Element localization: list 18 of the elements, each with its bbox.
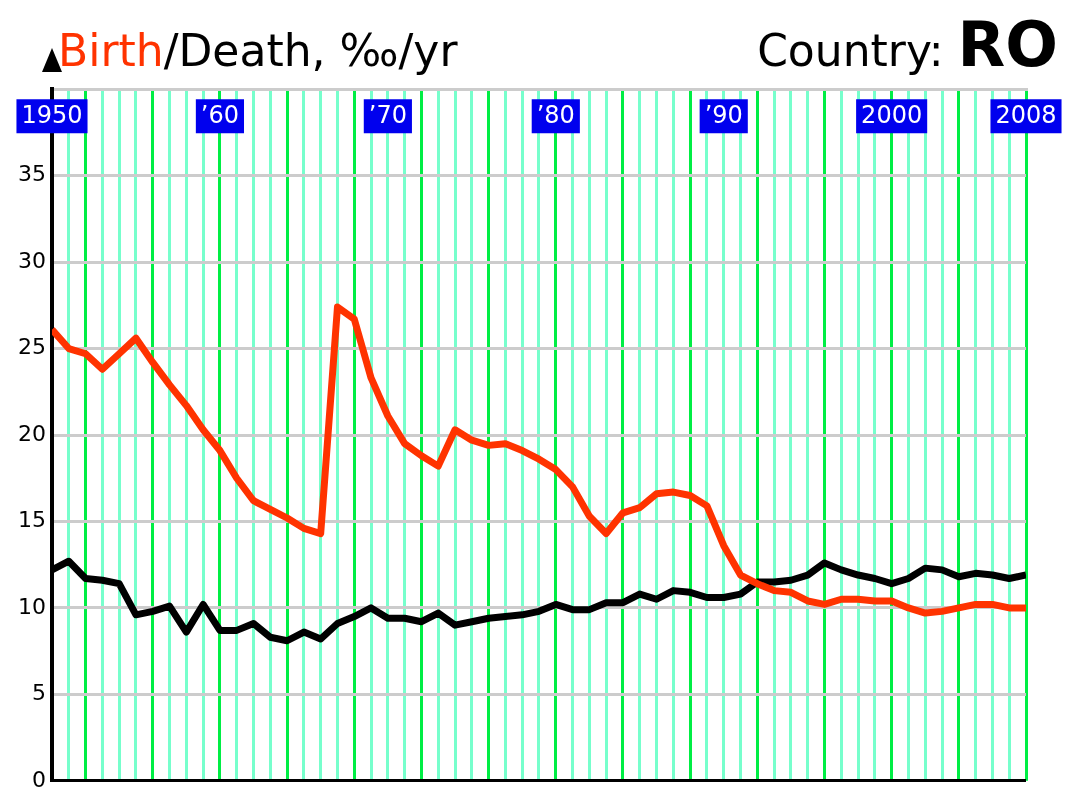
y-tick-label: 30 — [17, 247, 46, 273]
y-tick-label: 20 — [17, 420, 46, 446]
x-tick-label: ’80 — [536, 101, 575, 130]
x-tick-label: ’90 — [704, 101, 743, 130]
y-tick-label: 10 — [17, 593, 46, 619]
y-tick-label: 35 — [17, 161, 46, 187]
y-tick-label: 0 — [31, 766, 46, 792]
x-tick-label: ’70 — [368, 101, 407, 130]
chart-title: /Death, ‰/yr — [163, 25, 458, 76]
text: Birth — [58, 25, 164, 76]
y-tick-label: 25 — [17, 334, 46, 360]
chart-subtitle: Country: RO — [757, 8, 1058, 81]
y-tick-label: 5 — [31, 680, 46, 706]
x-tick-label: 2008 — [995, 101, 1057, 130]
y-tick-label: 15 — [17, 507, 46, 533]
x-tick-label: 2000 — [861, 101, 923, 130]
x-tick-label: ’60 — [200, 101, 240, 130]
x-tick-label: 1950 — [21, 101, 83, 130]
